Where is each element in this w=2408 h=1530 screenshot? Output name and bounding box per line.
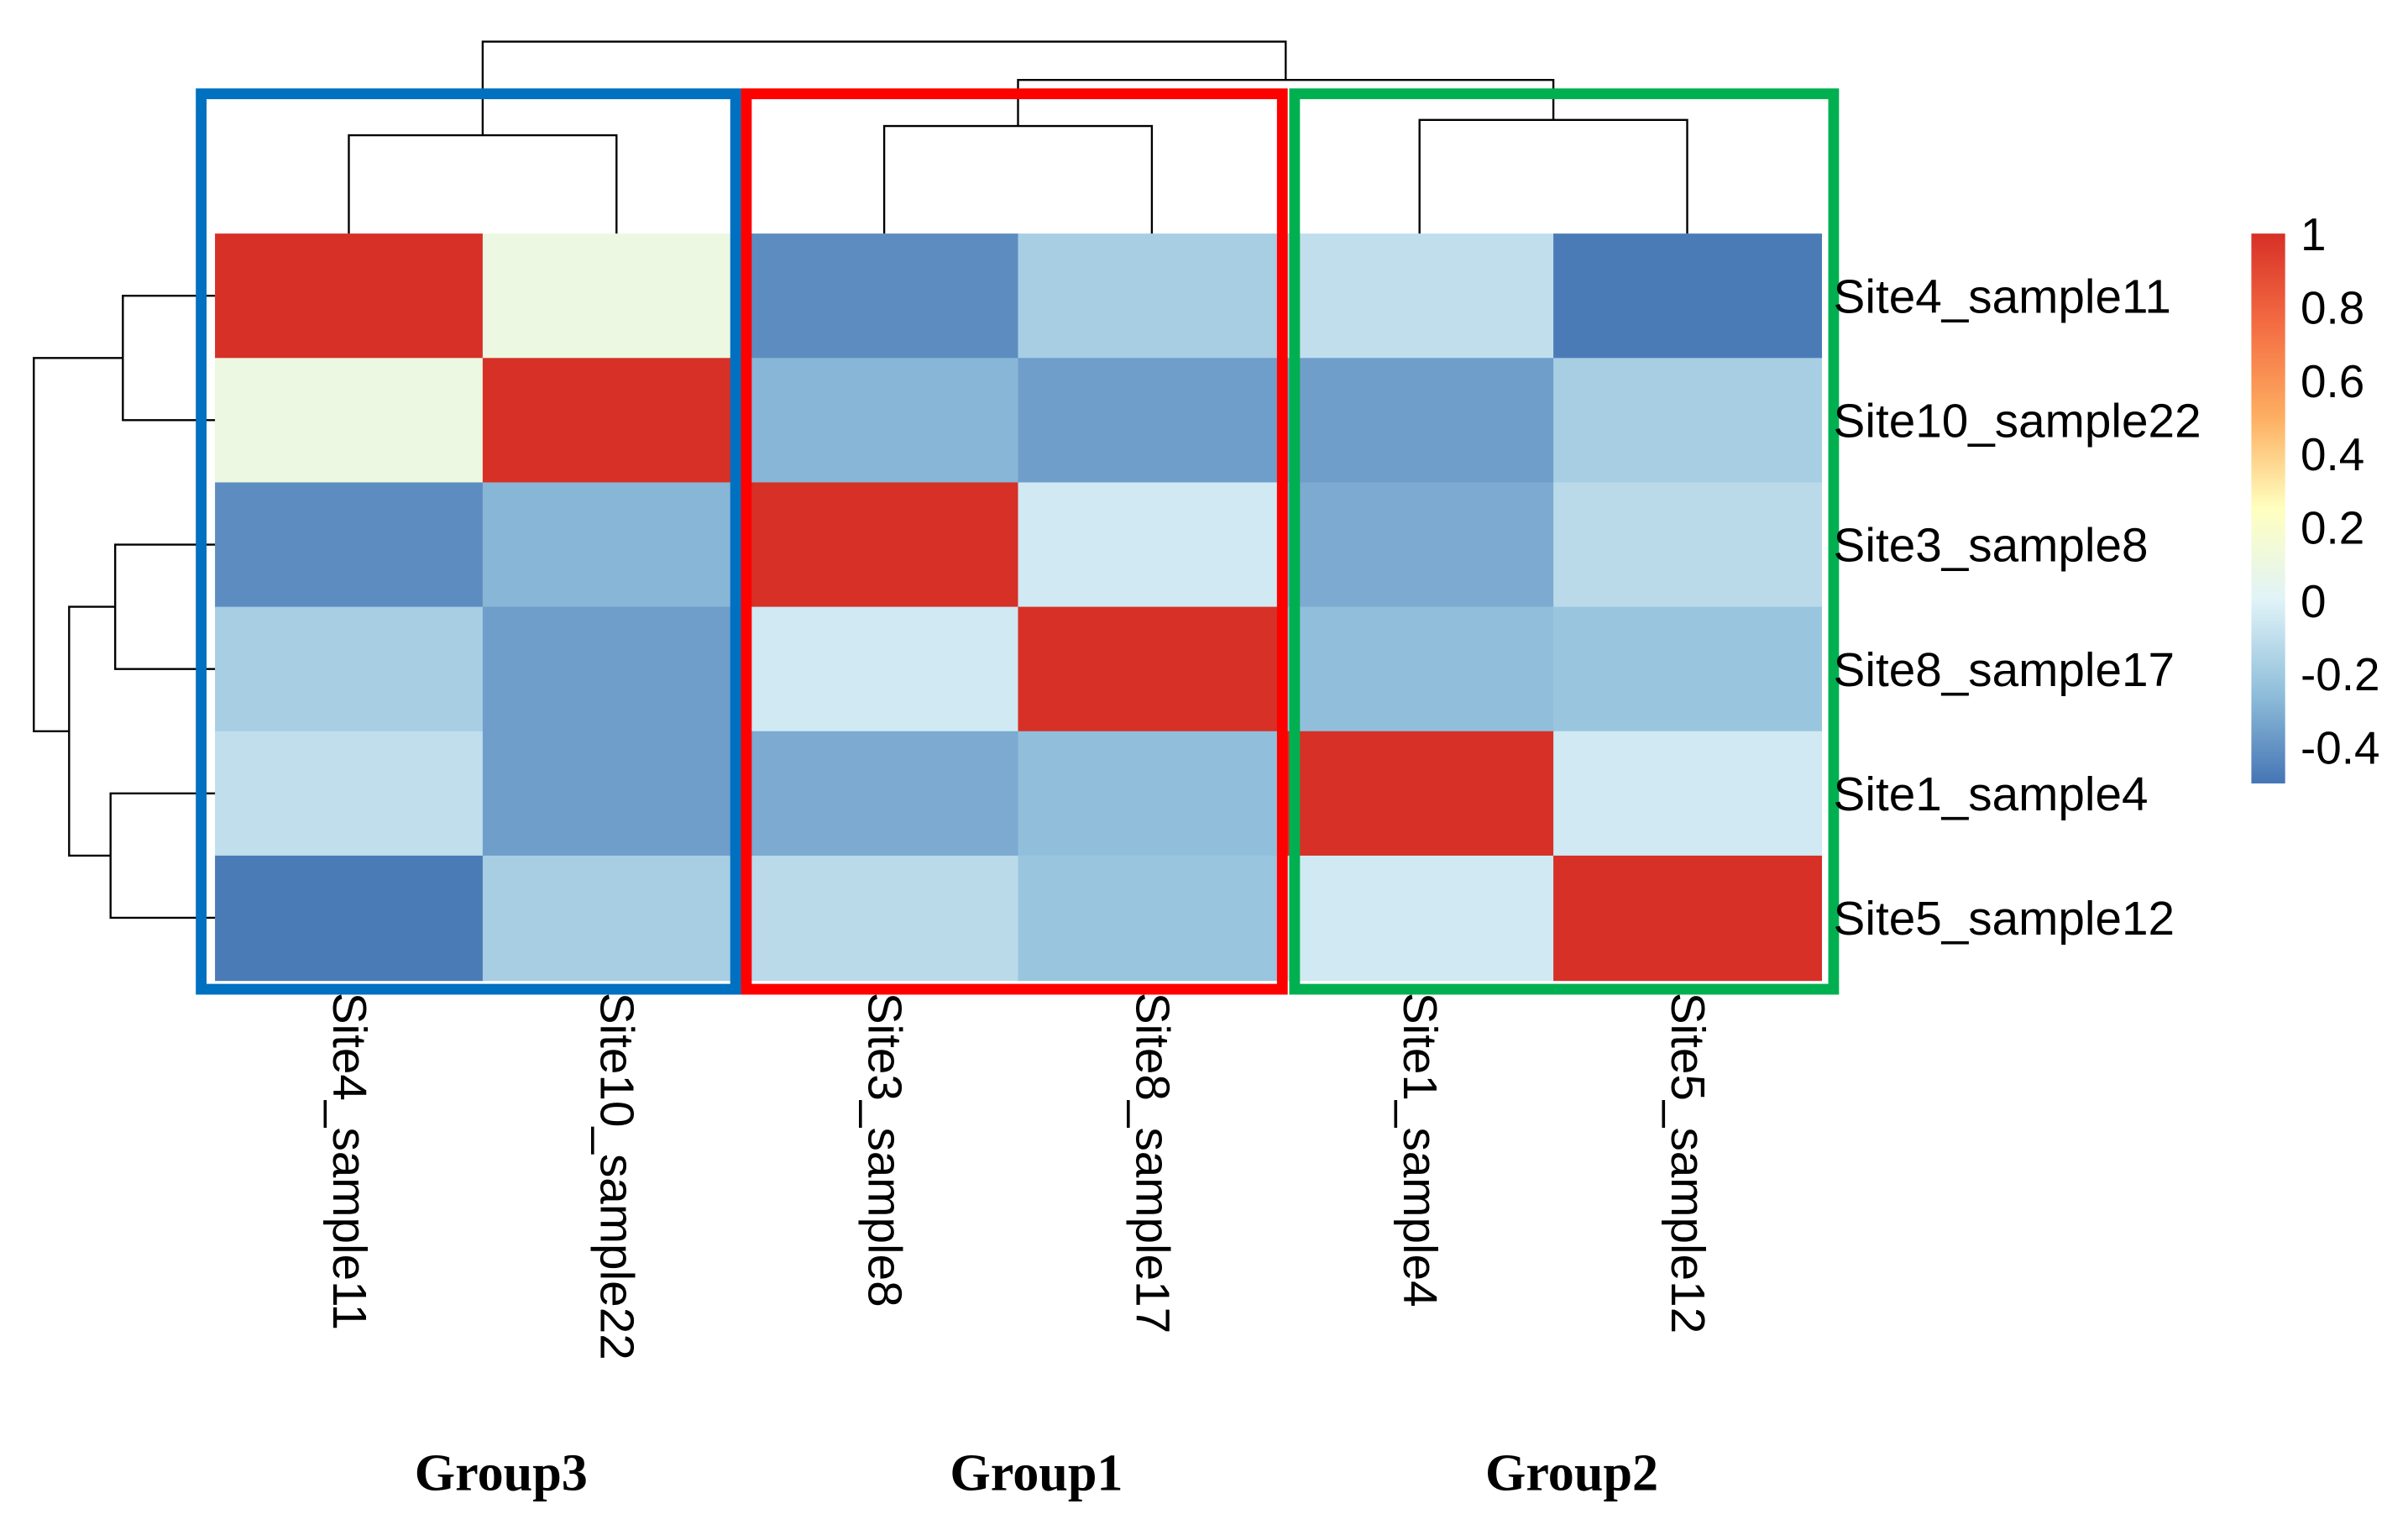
- heatmap-cell-r1-c1: [215, 233, 484, 359]
- heatmap-cell-r3-c1: [215, 482, 484, 608]
- column-label-6: Site5_sample12: [1661, 993, 1714, 1334]
- heatmap-cell-r1-c6: [1553, 233, 1823, 359]
- heatmap-cell-r5-c2: [482, 731, 751, 857]
- heatmap-cell-r5-c5: [1285, 731, 1555, 857]
- heatmap-cell-r5-c1: [215, 731, 484, 857]
- group-label-group1: Group1: [950, 1444, 1123, 1501]
- heatmap-cell-r6-c2: [482, 855, 751, 982]
- col-dendro-branch-group3: [348, 134, 618, 234]
- heatmap-cell-r5-c3: [750, 731, 1019, 857]
- heatmap-cell-r4-c5: [1285, 606, 1555, 732]
- column-label-5: Site1_sample4: [1393, 993, 1446, 1307]
- row-label-6: Site5_sample12: [1834, 893, 2175, 946]
- heatmap-cell-r4-c2: [482, 606, 751, 732]
- heatmap-cell-r2-c5: [1285, 358, 1555, 484]
- heatmap-cells: [215, 233, 1823, 982]
- column-label-1: Site4_sample11: [322, 993, 375, 1330]
- group-label-group3: Group3: [415, 1444, 588, 1501]
- legend-tick-label: 0.6: [2301, 355, 2364, 407]
- heatmap-cell-r3-c2: [482, 482, 751, 608]
- heatmap-cell-r6-c1: [215, 855, 484, 982]
- heatmap-cell-r4-c1: [215, 606, 484, 732]
- heatmap-cell-r5-c6: [1553, 731, 1823, 857]
- heatmap-cell-r1-c3: [750, 233, 1019, 359]
- col-dendro-branch-group1: [882, 124, 1154, 234]
- row-label-4: Site8_sample17: [1834, 644, 2175, 697]
- legend-tick-label: 0.2: [2301, 501, 2364, 553]
- heatmap-cell-r4-c3: [750, 606, 1019, 732]
- col-dendro-branch-group2: [1418, 118, 1688, 234]
- heatmap-cell-r3-c4: [1018, 482, 1287, 608]
- row-label-1: Site4_sample11: [1834, 270, 2171, 323]
- row-dendro-root: [33, 357, 123, 732]
- row-dendro-branch-1-2: [122, 295, 216, 422]
- heatmap-cell-r6-c4: [1018, 855, 1287, 982]
- heatmap-cell-r2-c3: [750, 358, 1019, 484]
- legend-tick-label: 0.4: [2301, 428, 2364, 480]
- heatmap-cell-r3-c5: [1285, 482, 1555, 608]
- legend-tick-label: -0.2: [2301, 648, 2380, 700]
- heatmap-cell-r6-c3: [750, 855, 1019, 982]
- column-label-2: Site10_sample22: [590, 993, 643, 1360]
- legend-tick-label: 0: [2301, 575, 2327, 627]
- legend-tick-label: 0.8: [2301, 282, 2364, 334]
- heatmap-cell-r4-c6: [1553, 606, 1823, 732]
- heatmap-cell-r3-c6: [1553, 482, 1823, 608]
- row-label-5: Site1_sample4: [1834, 768, 2149, 821]
- heatmap-cell-r1-c4: [1018, 233, 1287, 359]
- legend-tick-label: 1: [2301, 208, 2327, 260]
- row-dendro-branch-3456: [68, 605, 116, 857]
- color-legend: 1 0.8 0.6 0.4 0.2 0 -0.2 -0.4: [2251, 208, 2379, 783]
- heatmap-cell-r1-c2: [482, 233, 751, 359]
- heatmap-cell-r2-c4: [1018, 358, 1287, 484]
- heatmap-cell-r6-c6: [1553, 855, 1823, 982]
- column-labels: Site4_sample11 Site10_sample22 Site3_sampl…: [322, 993, 1714, 1360]
- group-box-group1: [741, 88, 1288, 995]
- group-label-group2: Group2: [1485, 1444, 1658, 1501]
- heatmap-cell-r5-c4: [1018, 731, 1287, 857]
- heatmap-cell-r1-c5: [1285, 233, 1555, 359]
- column-label-3: Site3_sample8: [857, 993, 910, 1307]
- legend-tick-label: -0.4: [2301, 721, 2380, 773]
- group-box-group2: [1289, 88, 1840, 995]
- column-label-4: Site8_sample17: [1125, 993, 1178, 1334]
- row-dendrogram: [33, 295, 216, 920]
- group-boxes: [196, 88, 1840, 995]
- group-labels: Group3 Group1 Group2: [415, 1444, 1658, 1501]
- heatmap-cell-r2-c1: [215, 358, 484, 484]
- legend-color-bar: [2251, 233, 2285, 783]
- row-label-2: Site10_sample22: [1834, 395, 2201, 448]
- heatmap-cell-r2-c6: [1553, 358, 1823, 484]
- row-label-3: Site3_sample8: [1834, 520, 2149, 573]
- heatmap-cell-r3-c3: [750, 482, 1019, 608]
- heatmap-cell-r2-c2: [482, 358, 751, 484]
- heatmap-cell-r4-c4: [1018, 606, 1287, 732]
- group-box-group3: [196, 88, 741, 995]
- heatmap-cell-r6-c5: [1285, 855, 1555, 982]
- row-labels: Site4_sample11 Site10_sample22 Site3_sampl…: [1834, 270, 2201, 946]
- column-dendrogram: [348, 40, 1688, 234]
